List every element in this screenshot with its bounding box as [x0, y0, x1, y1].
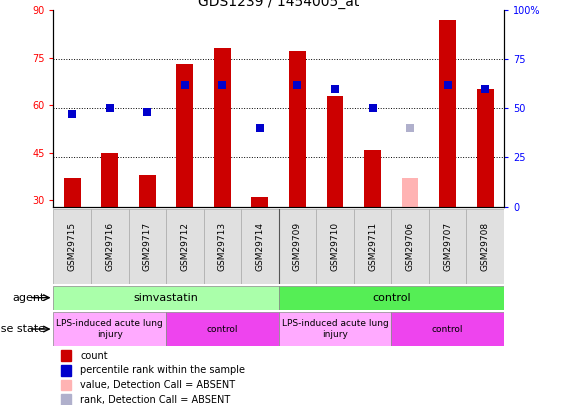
Bar: [252, 197, 269, 207]
Text: count: count: [81, 351, 108, 360]
Text: agent: agent: [12, 293, 45, 303]
Bar: [128, 209, 166, 284]
Point: [256, 125, 265, 131]
Title: GDS1239 / 1454005_at: GDS1239 / 1454005_at: [198, 0, 359, 9]
Text: GSM29708: GSM29708: [481, 222, 490, 271]
Bar: [64, 178, 81, 207]
Text: simvastatin: simvastatin: [133, 293, 199, 303]
Bar: [166, 209, 204, 284]
Text: GSM29709: GSM29709: [293, 222, 302, 271]
Bar: [316, 209, 354, 284]
Text: GSM29706: GSM29706: [405, 222, 414, 271]
Bar: [61, 350, 71, 361]
Point: [443, 81, 452, 88]
Text: GSM29716: GSM29716: [105, 222, 114, 271]
Point: [218, 81, 227, 88]
Text: GSM29715: GSM29715: [68, 222, 77, 271]
Text: GSM29710: GSM29710: [330, 222, 339, 271]
Text: GSM29707: GSM29707: [443, 222, 452, 271]
Bar: [354, 209, 391, 284]
Bar: [166, 312, 279, 346]
Text: GSM29717: GSM29717: [143, 222, 152, 271]
Point: [68, 111, 77, 117]
Bar: [61, 394, 71, 405]
Bar: [91, 209, 128, 284]
Bar: [279, 286, 504, 310]
Text: percentile rank within the sample: percentile rank within the sample: [81, 365, 245, 375]
Text: control: control: [432, 324, 463, 334]
Bar: [214, 48, 231, 207]
Text: control: control: [372, 293, 410, 303]
Point: [368, 105, 377, 111]
Point: [143, 109, 152, 115]
Bar: [53, 209, 91, 284]
Bar: [139, 175, 156, 207]
Text: disease state: disease state: [0, 324, 45, 334]
Bar: [391, 312, 504, 346]
Text: LPS-induced acute lung
injury: LPS-induced acute lung injury: [56, 320, 163, 339]
Bar: [176, 64, 193, 207]
Text: LPS-induced acute lung
injury: LPS-induced acute lung injury: [282, 320, 388, 339]
Text: value, Detection Call = ABSENT: value, Detection Call = ABSENT: [81, 380, 235, 390]
Point: [293, 81, 302, 88]
Bar: [429, 209, 466, 284]
Bar: [279, 312, 391, 346]
Point: [405, 125, 414, 131]
Bar: [391, 209, 429, 284]
Bar: [477, 90, 494, 207]
Text: GSM29713: GSM29713: [218, 222, 227, 271]
Bar: [61, 365, 71, 375]
Bar: [401, 178, 418, 207]
Point: [180, 81, 189, 88]
Bar: [241, 209, 279, 284]
Bar: [279, 209, 316, 284]
Bar: [101, 153, 118, 207]
Text: control: control: [207, 324, 238, 334]
Bar: [439, 19, 456, 207]
Text: GSM29714: GSM29714: [256, 222, 265, 271]
Bar: [53, 312, 166, 346]
Bar: [327, 96, 343, 207]
Bar: [466, 209, 504, 284]
Bar: [61, 380, 71, 390]
Point: [330, 85, 339, 92]
Bar: [53, 286, 279, 310]
Bar: [364, 149, 381, 207]
Point: [105, 105, 114, 111]
Point: [481, 85, 490, 92]
Text: rank, Detection Call = ABSENT: rank, Detection Call = ABSENT: [81, 395, 230, 405]
Bar: [289, 51, 306, 207]
Text: GSM29712: GSM29712: [180, 222, 189, 271]
Text: GSM29711: GSM29711: [368, 222, 377, 271]
Bar: [204, 209, 241, 284]
